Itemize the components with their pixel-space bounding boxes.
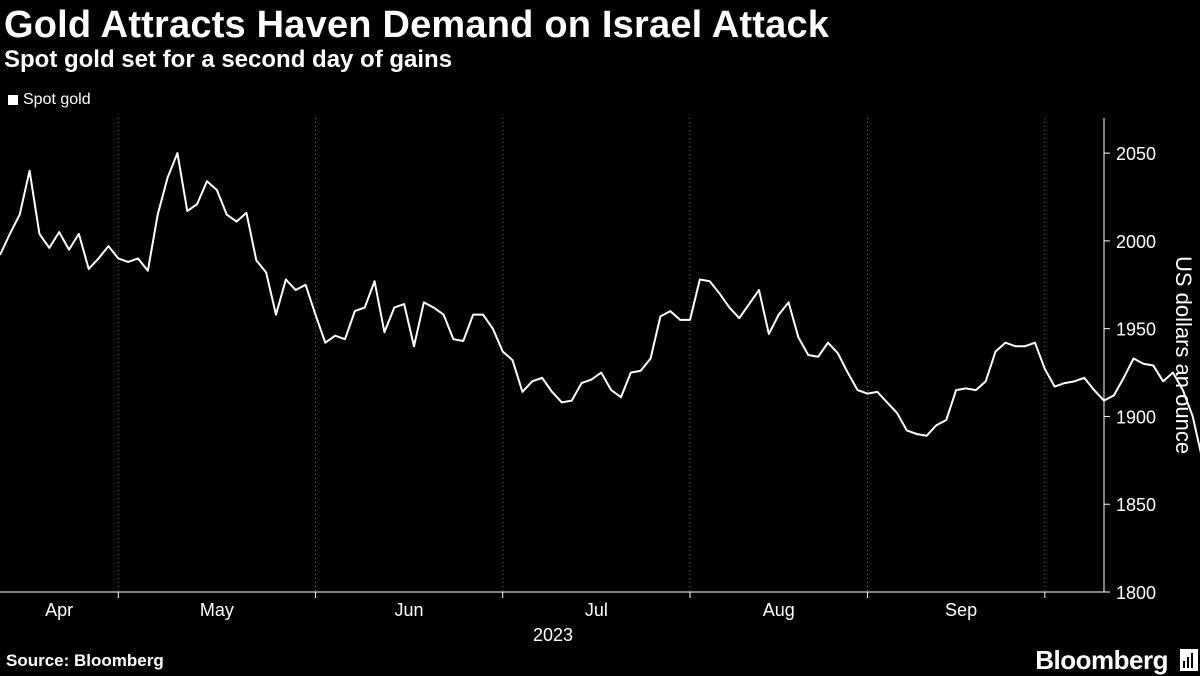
series-group xyxy=(0,152,1200,454)
bloomberg-terminal-icon xyxy=(1180,649,1198,671)
legend-swatch-icon xyxy=(8,95,18,105)
y-tick-label-1850: 1850 xyxy=(1116,495,1156,515)
chart-subtitle: Spot gold set for a second day of gains xyxy=(4,46,453,73)
x-tick-label-may: May xyxy=(200,600,234,620)
chart-title: Gold Attracts Haven Demand on Israel Att… xyxy=(4,4,830,46)
y-tick-label-2050: 2050 xyxy=(1116,144,1156,164)
bloomberg-logo: Bloomberg xyxy=(1035,645,1168,675)
y-tick-label-1800: 1800 xyxy=(1116,583,1156,603)
y-tick-label-2000: 2000 xyxy=(1116,232,1156,252)
grid-lines xyxy=(117,118,1046,592)
legend-label: Spot gold xyxy=(23,91,91,108)
x-axis-year-label: 2023 xyxy=(533,625,573,645)
x-axis-ticks: Apr May Jun Jul Aug Sep xyxy=(45,592,1046,620)
x-tick-label-aug: Aug xyxy=(763,600,795,620)
source-note: Source: Bloomberg xyxy=(6,651,164,670)
x-tick-label-jul: Jul xyxy=(585,600,608,620)
x-tick-label-jun: Jun xyxy=(395,600,424,620)
axes xyxy=(0,118,1105,593)
legend: Spot gold xyxy=(8,91,91,109)
y-axis-label: US dollars an ounce xyxy=(1171,256,1196,454)
series-line-spot-gold xyxy=(0,152,1200,454)
x-tick-label-sep: Sep xyxy=(945,600,977,620)
y-tick-label-1950: 1950 xyxy=(1116,320,1156,340)
x-tick-label-apr: Apr xyxy=(45,600,73,620)
y-axis-ticks: 1800 1850 1900 1950 2000 2050 xyxy=(1104,144,1156,603)
y-tick-label-1900: 1900 xyxy=(1116,407,1156,427)
